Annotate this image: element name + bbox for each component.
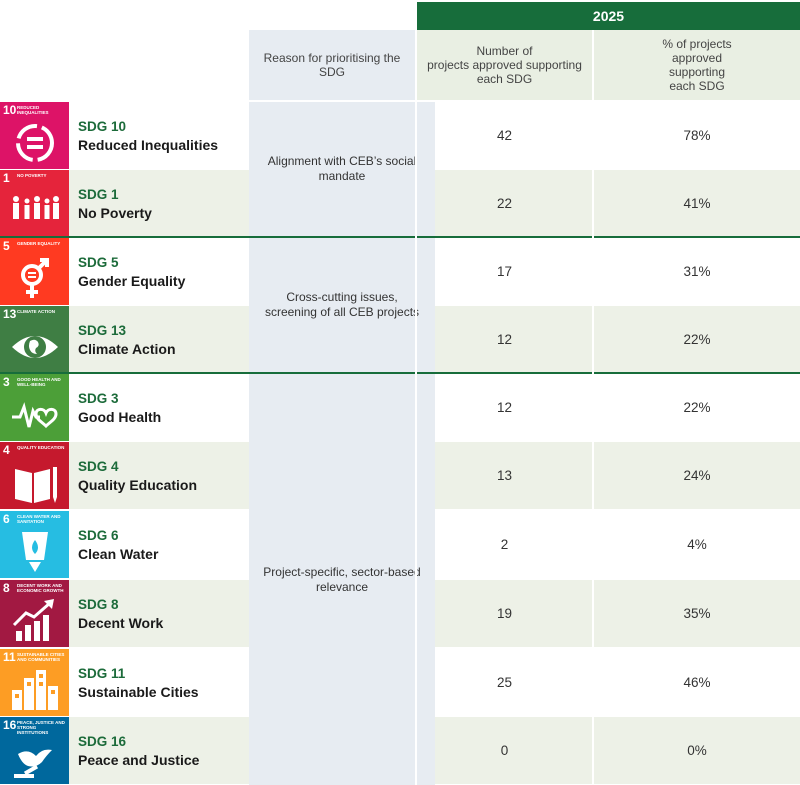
reason-group-sector-based: Project-specific, sector-based relevance xyxy=(249,374,435,785)
sdg-code: SDG 13 xyxy=(78,322,127,338)
sdg-tile-label: Reduced Inequalities xyxy=(17,105,49,115)
sdg-tile-number: 1 xyxy=(3,171,10,185)
sdg-tile-label: Gender Equality xyxy=(17,241,61,246)
sdg-tile-label: Good Health and Well-Being xyxy=(17,377,61,387)
sdg-name-cell: SDG 1 No Poverty xyxy=(78,170,246,237)
sdg-tile-label: Climate Action xyxy=(17,309,55,314)
sdg-title: Peace and Justice xyxy=(78,751,200,768)
sdg-code: SDG 4 xyxy=(78,458,119,474)
project-count: 42 xyxy=(496,128,513,143)
sdg-tile: 5 Gender Equality xyxy=(0,238,69,305)
reason-group-cross-cutting: Cross-cutting issues, screening of all C… xyxy=(249,238,435,372)
sdg-code: SDG 6 xyxy=(78,527,119,543)
sdg-name-cell: SDG 10 Reduced Inequalities xyxy=(78,102,246,169)
sdg-name-cell: SDG 13 Climate Action xyxy=(78,306,246,373)
sdg-name-cell: SDG 6 Clean Water xyxy=(78,511,246,578)
sdg-code: SDG 1 xyxy=(78,186,119,202)
project-percent: 31% xyxy=(683,264,711,279)
sdg-title: Climate Action xyxy=(78,340,176,357)
sdg-tile-number: 13 xyxy=(3,307,17,321)
sdg-code: SDG 11 xyxy=(78,665,126,681)
sdg-tile-label: Quality Education xyxy=(17,445,65,450)
sdg-code: SDG 8 xyxy=(78,596,119,612)
sdg-title: Quality Education xyxy=(78,476,198,493)
sdg-title: Decent Work xyxy=(78,614,164,631)
project-percent: 22% xyxy=(683,332,711,347)
project-percent: 24% xyxy=(683,468,711,483)
sdg-tile-number: 8 xyxy=(3,581,10,595)
sdg-tile-label: Decent Work and Economic Growth xyxy=(17,583,64,593)
sdg-tile-number: 11 xyxy=(3,650,16,664)
sdg-title: Gender Equality xyxy=(78,272,186,289)
sdg-name-cell: SDG 5 Gender Equality xyxy=(78,238,246,305)
sdg-tile-label: Clean Water and Sanitation xyxy=(17,514,61,524)
sdg-tile-number: 10 xyxy=(3,103,17,117)
column-separator xyxy=(592,100,594,785)
sdg-tile: 4 Quality Education xyxy=(0,442,69,509)
group-divider xyxy=(0,236,800,238)
column-header-percent: % of projects approved supporting each S… xyxy=(594,30,800,100)
sdg-tile: 1 No Poverty xyxy=(0,170,69,237)
sdg-tile-number: 3 xyxy=(3,375,10,389)
sdg-code: SDG 5 xyxy=(78,254,119,270)
sdg-title: Sustainable Cities xyxy=(78,683,199,700)
project-count: 0 xyxy=(500,743,509,758)
project-percent: 0% xyxy=(687,743,707,758)
sdg-tile-number: 6 xyxy=(3,512,10,526)
sdg-tile: 13 Climate Action xyxy=(0,306,69,373)
project-count: 12 xyxy=(496,400,513,415)
sdg-code: SDG 16 xyxy=(78,733,127,749)
project-count: 22 xyxy=(496,196,513,211)
sdg-tile-number: 16 xyxy=(3,718,17,732)
sdg-name-cell: SDG 11 Sustainable Cities xyxy=(78,649,246,716)
project-percent: 35% xyxy=(683,606,711,621)
project-percent: 4% xyxy=(687,537,707,552)
column-header-reason: Reason for prioritising the SDG xyxy=(249,30,415,100)
sdg-code: SDG 3 xyxy=(78,390,119,406)
sdg-tile-label: No Poverty xyxy=(17,173,47,178)
sdg-tile: 10 Reduced Inequalities xyxy=(0,102,69,169)
sdg-tile-number: 4 xyxy=(3,443,10,457)
column-header-count: Number of projects approved supporting e… xyxy=(417,30,592,100)
sdg-name-cell: SDG 8 Decent Work xyxy=(78,580,246,647)
sdg-tile-label: Peace, Justice and Strong Institutions xyxy=(17,720,65,735)
project-percent: 78% xyxy=(683,128,711,143)
sdg-name-cell: SDG 3 Good Health xyxy=(78,374,246,441)
sdg-tile-number: 5 xyxy=(3,239,10,253)
sdg-title: Good Health xyxy=(78,408,162,425)
sdg-title: No Poverty xyxy=(78,204,152,221)
project-count: 13 xyxy=(496,468,513,483)
project-count: 25 xyxy=(496,675,513,690)
project-count: 19 xyxy=(496,606,513,621)
year-header: 2025 xyxy=(417,2,800,30)
sdg-title: Reduced Inequalities xyxy=(78,136,219,153)
project-percent: 46% xyxy=(683,675,711,690)
reason-group-social-mandate: Alignment with CEB’s social mandate xyxy=(249,102,435,236)
group-divider xyxy=(0,372,800,374)
sdg-code: SDG 10 xyxy=(78,118,127,134)
sdg-tile: 11 Sustainable Cities and Communities xyxy=(0,649,69,716)
sdg-tile-label: Sustainable Cities and Communities xyxy=(17,652,65,662)
sdg-name-cell: SDG 16 Peace and Justice xyxy=(78,717,246,784)
project-count: 12 xyxy=(496,332,513,347)
sdg-tile: 8 Decent Work and Economic Growth xyxy=(0,580,69,647)
sdg-tile: 16 Peace, Justice and Strong Institutions xyxy=(0,717,69,784)
sdg-name-cell: SDG 4 Quality Education xyxy=(78,442,246,509)
project-percent: 22% xyxy=(683,400,711,415)
project-count: 17 xyxy=(496,264,513,279)
sdg-title: Clean Water xyxy=(78,545,159,562)
project-count: 2 xyxy=(500,537,509,552)
sdg-tile: 6 Clean Water and Sanitation xyxy=(0,511,69,578)
sdg-tile: 3 Good Health and Well-Being xyxy=(0,374,69,441)
column-separator xyxy=(415,100,417,785)
project-percent: 41% xyxy=(683,196,711,211)
